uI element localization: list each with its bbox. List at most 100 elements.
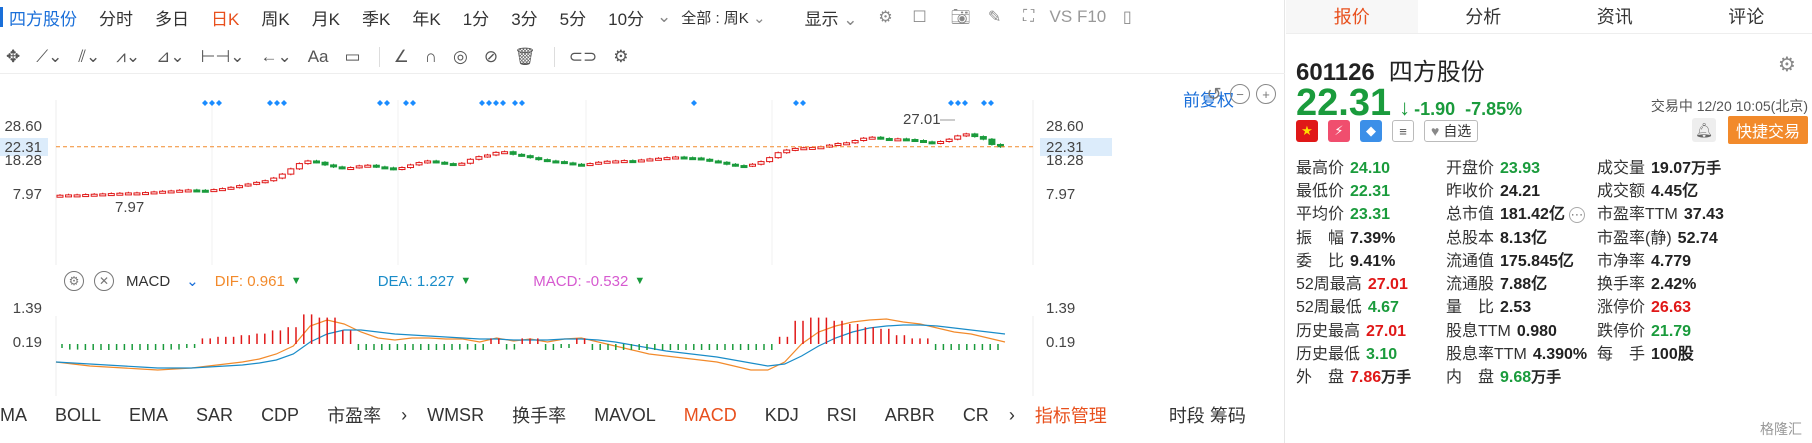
candle-body [73, 194, 81, 198]
tab-quote[interactable]: 报价 [1286, 0, 1418, 33]
stock-name-tab[interactable]: 四方股份 [9, 9, 77, 29]
tab-analysis[interactable]: 分析 [1465, 7, 1502, 27]
indicator-ma[interactable]: MA [0, 404, 27, 425]
reset-icon[interactable]: ↺ [1206, 83, 1222, 104]
tag-icon[interactable]: ◆ [1360, 120, 1382, 142]
text-tool-icon[interactable]: Aa [307, 46, 329, 66]
range-tool-icon[interactable]: ⊢⊣⌄ [200, 46, 245, 66]
candle-body [578, 163, 586, 167]
settings-icon[interactable]: ⚙ [1778, 54, 1796, 76]
period-monthly-k[interactable]: 月K [311, 9, 341, 29]
vs-f10-button[interactable]: VS F10 [1049, 7, 1107, 26]
indicator-rsi[interactable]: RSI [826, 404, 857, 425]
event-marker-icon [512, 100, 518, 106]
indicator-cdp[interactable]: CDP [261, 404, 300, 425]
period-multiday[interactable]: 多日 [155, 9, 189, 29]
candle-body [800, 147, 808, 151]
hide-icon[interactable]: ⊘ [483, 46, 499, 66]
chevron-down-icon[interactable]: ⌄ [186, 273, 199, 290]
range-select[interactable]: 全部 : 周K ⌄ [673, 7, 776, 28]
activity-icon[interactable]: ⚡ [1328, 120, 1350, 142]
candle-body [569, 162, 577, 166]
settings-icon[interactable]: ⚙ [878, 9, 893, 26]
arrow-tool-icon[interactable]: ←⌄ [260, 46, 292, 66]
zoom-in-icon[interactable]: + [1256, 84, 1276, 104]
channel-tool-icon[interactable]: ⫽⌄ [78, 46, 101, 66]
indicator-macd[interactable]: MACD [683, 404, 737, 425]
quote-cell: 总市值 181.42亿 ⋯ [1446, 200, 1597, 224]
quote-label: 平均价 [1296, 206, 1345, 224]
settings-icon[interactable]: ⚙ [613, 46, 629, 66]
magnet-icon[interactable]: ∩ [424, 46, 438, 66]
indicator-kdj[interactable]: KDJ [764, 404, 799, 425]
close-icon[interactable]: ✕ [94, 271, 114, 291]
indicator-cr[interactable]: CR [962, 404, 989, 425]
fullscreen-icon[interactable]: ⛶ [1022, 8, 1035, 25]
quote-value: 100股 [1651, 346, 1694, 364]
macd-indicator-name[interactable]: MACD [126, 272, 171, 290]
trash-icon[interactable]: 🗑︎ [514, 46, 536, 66]
zoom-out-icon[interactable]: − [1230, 84, 1250, 104]
candlestick-chart[interactable]: 28.6022.3118.287.9728.6022.3118.287.9727… [0, 100, 1285, 265]
display-menu[interactable]: 显示 ⌄ [777, 5, 869, 30]
tab-news[interactable]: 资讯 [1596, 7, 1633, 27]
visibility-icon[interactable]: ◎ [453, 46, 468, 66]
chevron-right-icon[interactable]: › [1008, 404, 1015, 425]
fast-trade-button[interactable]: 快捷交易 [1727, 116, 1808, 144]
indicator-turnover[interactable]: 换手率 [512, 406, 567, 426]
chevron-down-icon[interactable]: ⌄ [657, 7, 672, 26]
session-chip-button[interactable]: 时段 筹码 [1168, 406, 1246, 426]
pen-icon[interactable]: ✎ [987, 9, 1002, 26]
note-icon[interactable]: ≡ [1392, 120, 1414, 142]
quote-cell: 成交额 4.45亿 [1597, 177, 1812, 201]
period-quarterly-k[interactable]: 季K [362, 9, 391, 29]
indicator-ema[interactable]: EMA [129, 404, 169, 425]
move-icon[interactable]: ✥ [6, 46, 21, 66]
period-1min[interactable]: 1分 [462, 9, 490, 29]
settings-icon[interactable]: ⚙ [64, 271, 84, 291]
event-marker-icon [274, 100, 280, 106]
indicator-boll[interactable]: BOLL [55, 404, 102, 425]
quote-value: 24.10 [1350, 159, 1391, 177]
sidebar-toggle-icon[interactable]: ▯ [1122, 9, 1132, 26]
candle-body [458, 162, 466, 166]
line-tool-icon[interactable]: ⟋⌄ [36, 46, 63, 66]
period-weekly-k[interactable]: 周K [261, 9, 290, 29]
quote-row: 最高价 24.10 开盘价 23.93 成交量 19.07 万手 [1296, 154, 1812, 177]
candle-body [740, 165, 748, 169]
link-icon[interactable]: ⊂⊃ [568, 46, 598, 66]
more-icon[interactable]: ⋯ [1568, 207, 1585, 224]
chevron-right-icon[interactable]: › [401, 404, 408, 425]
candle-body [979, 136, 987, 140]
camera-icon[interactable]: 📷︎ [950, 9, 971, 26]
period-3min[interactable]: 3分 [511, 9, 538, 29]
period-intraday[interactable]: 分时 [99, 9, 133, 29]
macd-chart[interactable]: 1.39 0.19 1.39 0.19 [0, 296, 1285, 396]
event-marker-icon [202, 100, 208, 106]
period-10min[interactable]: 10分 [608, 9, 645, 29]
indicator-sar[interactable]: SAR [196, 404, 234, 425]
period-daily-k[interactable]: 日K [211, 9, 240, 29]
indicator-manage-button[interactable]: 指标管理 [1034, 406, 1107, 426]
period-5min[interactable]: 5分 [559, 9, 587, 29]
add-watchlist-button[interactable]: ♥ 自选 [1424, 120, 1479, 142]
bell-icon[interactable]: 🔔︎ [1692, 118, 1716, 142]
tab-comments[interactable]: 评论 [1728, 7, 1765, 27]
current-price-highlight [0, 138, 48, 156]
candle-body [689, 157, 697, 161]
comment-tool-icon[interactable]: ▭ [344, 46, 361, 66]
angle-tool-icon[interactable]: ∠ [393, 46, 409, 66]
fibonacci-tool-icon[interactable]: ⊿⌄ [156, 46, 185, 66]
indicator-mavol[interactable]: MAVOL [594, 404, 656, 425]
candle-body [304, 160, 312, 165]
period-yearly-k[interactable]: 年K [412, 9, 441, 29]
wave-tool-icon[interactable]: ⩘⌄ [116, 46, 141, 66]
candle-body [449, 163, 457, 167]
indicator-pe[interactable]: 市盈率 [327, 406, 382, 426]
candle-body [714, 160, 722, 164]
indicator-wmsr[interactable]: WMSR [427, 404, 485, 425]
indicator-arbr[interactable]: ARBR [884, 404, 935, 425]
quote-value: 52.74 [1677, 229, 1718, 247]
square-icon[interactable]: ☐ [912, 9, 927, 26]
adjust-mode-button[interactable]: 前复权 [1183, 91, 1234, 110]
